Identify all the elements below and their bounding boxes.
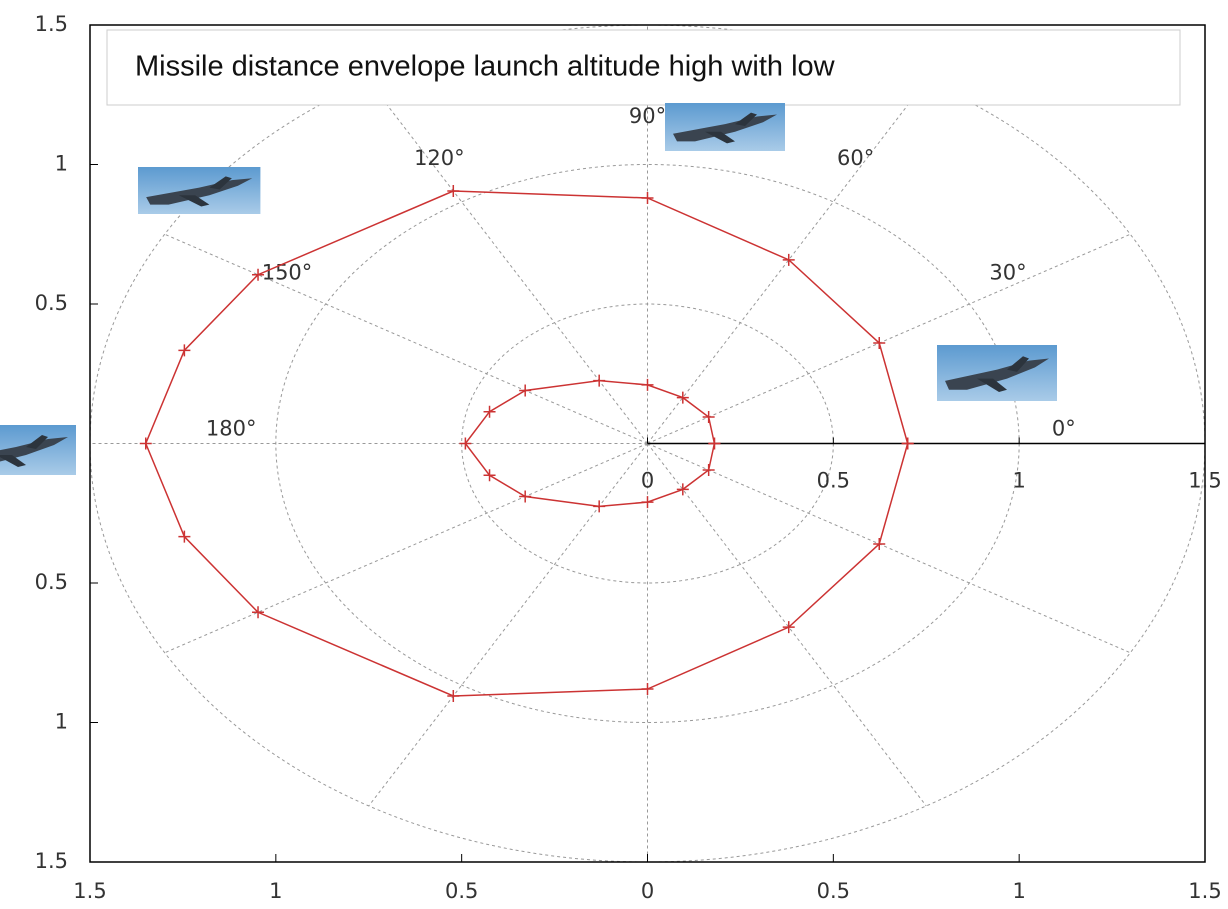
point-marker: [702, 410, 715, 423]
point-marker: [519, 384, 532, 397]
y-tick-label: 1: [55, 152, 68, 176]
plot-area: 0 0.5 1 1.5 0° 30° 60° 90° 120° 150° 180° 1.5 1 0.5 0 0…: [35, 12, 1222, 903]
x-tick-label: 1.5: [1188, 879, 1221, 903]
point-marker: [782, 621, 795, 634]
point-marker: [676, 483, 689, 496]
point-marker: [901, 437, 914, 450]
jet-image: [0, 425, 76, 475]
y-tick-label: 0.5: [35, 570, 68, 594]
point-marker: [641, 191, 654, 204]
y-tick-label: 1: [55, 710, 68, 734]
y-tick-label: 1.5: [35, 12, 68, 36]
point-marker: [252, 268, 265, 281]
point-marker: [178, 530, 191, 543]
point-marker: [702, 464, 715, 477]
point-marker: [178, 344, 191, 357]
point-marker: [641, 378, 654, 391]
x-tick-label: 0: [641, 879, 654, 903]
point-marker: [483, 469, 496, 482]
theta-label: 60°: [837, 146, 874, 170]
point-marker: [519, 490, 532, 503]
jet-image: [138, 167, 261, 214]
theta-label: 30°: [989, 260, 1026, 284]
y-tick-label: 1.5: [35, 849, 68, 873]
point-marker: [873, 337, 886, 350]
x-tick-label: 1.5: [73, 879, 106, 903]
grid-line: [647, 233, 1131, 444]
x-tick-label: 0.5: [445, 879, 478, 903]
point-marker: [252, 606, 265, 619]
point-marker: [483, 405, 496, 418]
point-marker: [593, 500, 606, 513]
x-tick-label: 1: [269, 879, 282, 903]
grid-line: [647, 443, 1131, 654]
jet-image: [665, 103, 785, 151]
point-marker: [676, 391, 689, 404]
r-tick-label: 1.5: [1188, 469, 1221, 493]
chart-title: Missile distance envelope launch altitud…: [135, 51, 836, 83]
point-marker: [139, 437, 152, 450]
x-tick-label: 0.5: [817, 879, 850, 903]
point-marker: [447, 185, 460, 198]
grid-line: [647, 443, 927, 807]
grid-line: [368, 80, 648, 444]
r-tick-label: 1: [1012, 469, 1025, 493]
jet-image: [937, 345, 1057, 401]
point-marker: [782, 253, 795, 266]
point-marker: [708, 437, 721, 450]
title-box: [106, 29, 1181, 106]
point-marker: [641, 496, 654, 509]
theta-label: 90°: [629, 104, 666, 128]
point-marker: [459, 437, 472, 450]
theta-label: 180°: [206, 417, 257, 441]
x-tick-label: 1: [1012, 879, 1025, 903]
theta-label: 0°: [1052, 417, 1076, 441]
r-tick-label: 0: [641, 469, 654, 493]
grid-line: [164, 233, 648, 444]
point-marker: [641, 683, 654, 696]
grid-line: [647, 80, 927, 444]
grid-line: [368, 443, 648, 807]
y-tick-label: 0.5: [35, 291, 68, 315]
r-tick-label: 0.5: [817, 469, 850, 493]
point-marker: [873, 537, 886, 550]
point-marker: [447, 689, 460, 702]
grid-line: [164, 443, 648, 654]
theta-label: 120°: [414, 146, 465, 170]
point-marker: [593, 374, 606, 387]
theta-label: 150°: [262, 260, 313, 284]
